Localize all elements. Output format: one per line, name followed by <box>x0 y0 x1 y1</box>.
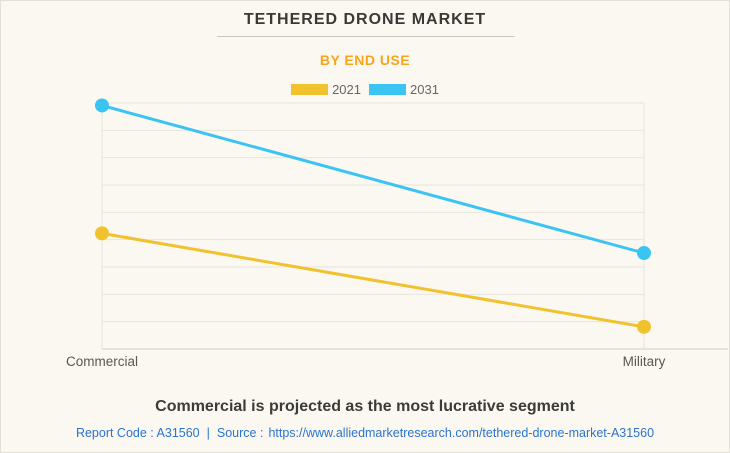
legend-label: 2021 <box>332 82 361 97</box>
data-point-2021-Military[interactable] <box>637 319 651 334</box>
series-line-2021 <box>100 231 646 329</box>
source-link[interactable]: https://www.alliedmarketresearch.com/tet… <box>268 426 655 440</box>
chart-title: TETHERED DRONE MARKET <box>243 11 487 28</box>
x-axis-label-military: Military <box>623 354 666 369</box>
data-point-2031-Commercial[interactable] <box>95 98 109 113</box>
data-point-2021-Commercial[interactable] <box>95 226 109 241</box>
data-point-2031-Military[interactable] <box>637 246 651 261</box>
footer-headline: Commercial is projected as the most lucr… <box>155 398 575 415</box>
line-chart: Commercial Military <box>66 98 728 369</box>
legend-label: 2031 <box>410 82 439 97</box>
chart-subtitle: BY END USE <box>319 52 411 68</box>
legend-item-2021[interactable]: 2021 <box>291 82 361 97</box>
series-line-2031 <box>100 103 646 255</box>
report-code-link[interactable]: Report Code : A31560 <box>75 426 200 440</box>
x-axis-label-commercial: Commercial <box>66 354 138 369</box>
report-line: Report Code : A31560 | Source : https://www… <box>1 426 729 440</box>
legend-item-2031[interactable]: 2031 <box>369 82 439 97</box>
legend-swatch-2031 <box>369 84 406 95</box>
source-label: Source : <box>216 426 264 440</box>
legend: 2021 2031 <box>1 82 729 97</box>
title-divider <box>217 36 515 37</box>
legend-swatch-2021 <box>291 84 329 95</box>
report-separator: | <box>206 426 210 440</box>
